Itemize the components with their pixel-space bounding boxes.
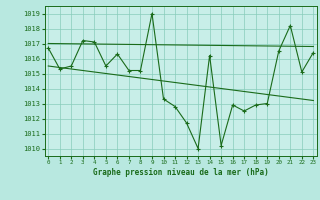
X-axis label: Graphe pression niveau de la mer (hPa): Graphe pression niveau de la mer (hPa)	[93, 168, 269, 177]
